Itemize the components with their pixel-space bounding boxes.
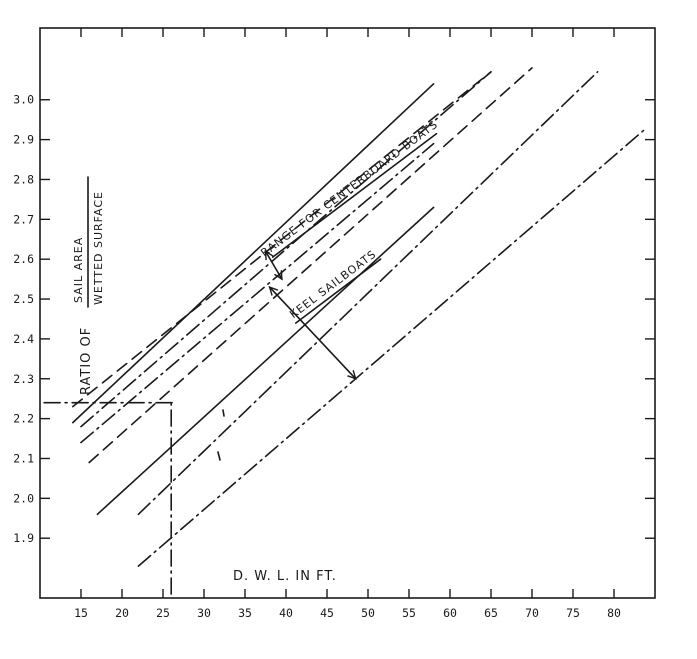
series-line-dashdot <box>80 71 492 428</box>
annotation-label: KEEL SAILBOATS <box>287 248 379 322</box>
y-tick-label: 2.1 <box>13 451 34 465</box>
range-arrow <box>270 287 356 379</box>
annotation-arrows <box>264 251 356 379</box>
range-arrow <box>264 251 283 279</box>
y-label-prefix: RATIO OF <box>79 327 94 395</box>
x-axis-label: D. W. L. IN FT. <box>233 569 337 584</box>
annotation-underline <box>294 258 382 324</box>
x-tick-label: 15 <box>74 606 88 620</box>
series-line-dashdot <box>80 142 435 444</box>
y-label-denominator: WETTED SURFACE <box>92 191 105 305</box>
x-tick-label: 60 <box>443 606 457 620</box>
y-tick-label: 2.7 <box>13 212 34 226</box>
x-tick-label: 55 <box>402 606 416 620</box>
y-ticks: 1.9 2.0 2.1 2.2 2.3 2.4 2.5 2.6 2.7 2.8 2.9 3.0 <box>13 93 655 545</box>
x-tick-label: 20 <box>115 606 129 620</box>
y-tick-label: 2.5 <box>13 292 34 306</box>
x-tick-label: 45 <box>320 606 334 620</box>
y-tick-label: 3.0 <box>13 93 34 107</box>
y-axis-label: RATIO OF SAIL AREA WETTED SURFACE <box>72 176 105 395</box>
x-tick-label: 25 <box>156 606 170 620</box>
y-tick-label: 2.8 <box>13 172 34 186</box>
x-ticks: 15 20 25 30 35 40 45 50 55 60 65 70 75 80 <box>74 28 621 620</box>
series-line-dashed <box>88 67 533 464</box>
y-tick-label: 2.2 <box>13 412 34 426</box>
x-tick-label: 30 <box>197 606 211 620</box>
series-line-solid <box>72 83 435 424</box>
annotation-label: RANGE FOR CENTERBOARD BOATS <box>258 118 440 260</box>
y-tick-label: 2.6 <box>13 252 34 266</box>
x-tick-label: 40 <box>279 606 293 620</box>
pencil-mark <box>222 409 225 417</box>
x-tick-label: 75 <box>566 606 580 620</box>
series-line-dashdot <box>137 126 648 567</box>
reference-lines <box>43 401 177 595</box>
x-tick-label: 35 <box>238 606 252 620</box>
pencil-mark <box>217 451 221 461</box>
y-tick-label: 2.0 <box>13 491 34 505</box>
series-line-dashdot <box>137 71 599 516</box>
series-line-dashed <box>72 71 492 408</box>
plot-frame <box>39 27 656 599</box>
y-tick-label: 2.9 <box>13 133 34 147</box>
x-tick-label: 70 <box>525 606 539 620</box>
x-tick-label: 80 <box>607 606 621 620</box>
annotation-underline <box>271 132 438 258</box>
x-tick-label: 50 <box>361 606 375 620</box>
y-tick-label: 2.3 <box>13 372 34 386</box>
y-tick-label: 2.4 <box>13 332 34 346</box>
series-lines <box>72 67 648 567</box>
y-label-numerator: SAIL AREA <box>72 237 85 303</box>
y-tick-label: 1.9 <box>13 531 34 545</box>
x-tick-label: 65 <box>484 606 498 620</box>
series-line-solid <box>96 206 435 516</box>
